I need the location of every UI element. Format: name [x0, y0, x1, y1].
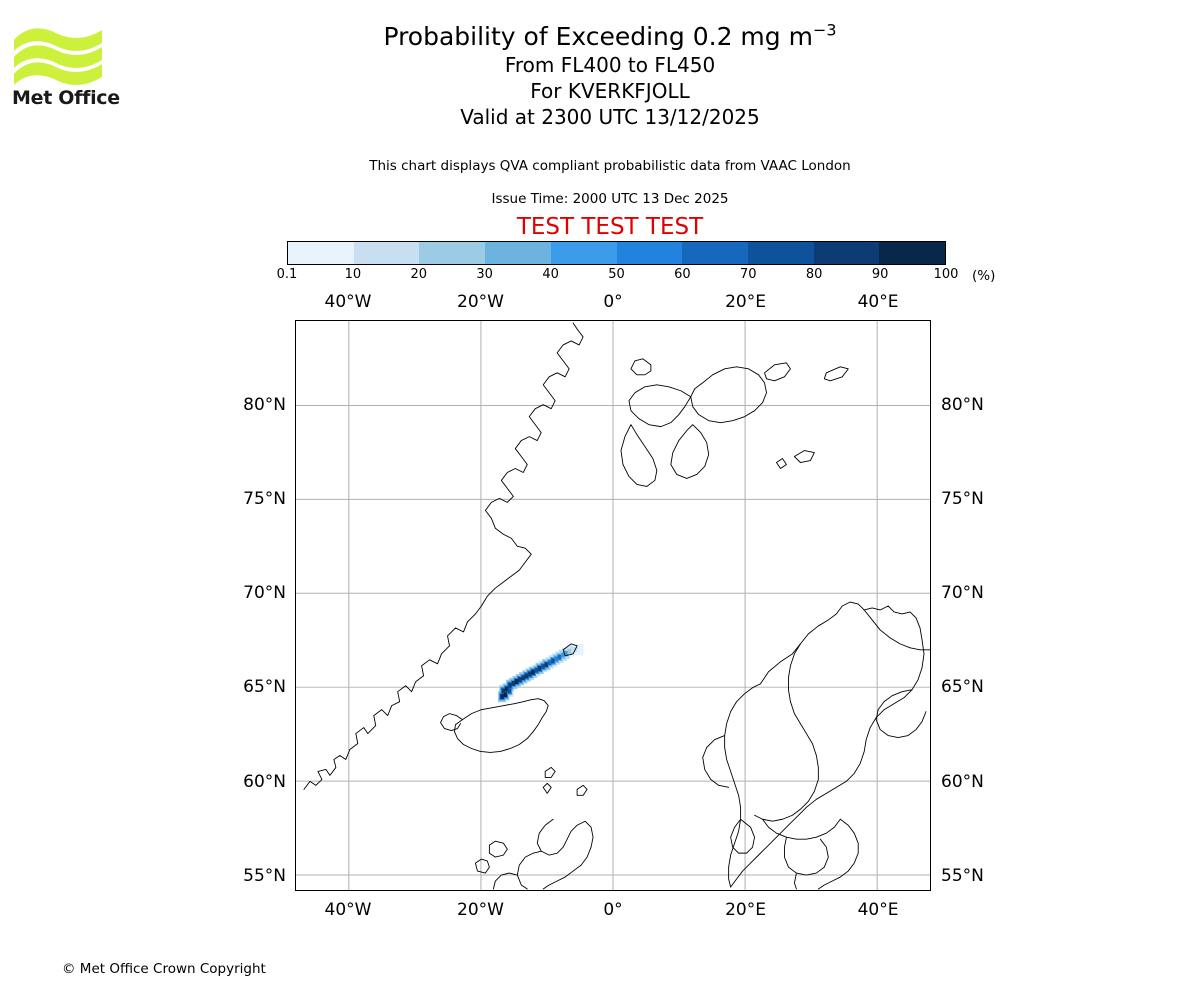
ash-cell-core — [531, 669, 535, 675]
met-office-logo-text: Met Office — [12, 87, 120, 109]
colorbar-tick-40: 40 — [542, 267, 559, 282]
axis-label-top-0: 0° — [603, 292, 623, 312]
colorbar-tick-10: 10 — [344, 267, 362, 282]
colorbar-bands — [287, 241, 946, 265]
page-title-text: Probability of Exceeding 0.2 mg m — [383, 22, 813, 51]
ash-cell-core — [564, 650, 568, 656]
ash-cell-core — [541, 664, 545, 669]
colorbar-tick-50: 50 — [608, 267, 625, 282]
axis-label-right-70: 70°N — [941, 583, 984, 604]
met-office-logo: Met Office — [12, 24, 122, 114]
axis-label-right-75: 75°N — [941, 489, 984, 510]
ash-cell-core — [514, 679, 519, 684]
map-gridlines — [296, 321, 930, 890]
ash-cell-core — [544, 662, 549, 668]
colorbar-tick-80: 80 — [805, 267, 823, 282]
page-title: Probability of Exceeding 0.2 mg m−3 — [160, 22, 1060, 52]
colorbar-tick-30: 30 — [476, 267, 493, 282]
axis-label-right-60: 60°N — [941, 771, 984, 792]
axis-label-right-80: 80°N — [941, 394, 984, 415]
ash-cell-core — [547, 660, 552, 666]
colorbar-band-6 — [682, 242, 748, 264]
ash-cell-core — [570, 647, 575, 653]
colorbar-tick-labels: 0.1 10 20 30 40 50 60 70 80 90 100 — [0, 267, 1200, 287]
ash-plume-layer — [497, 643, 584, 703]
ash-cell-core — [504, 686, 509, 692]
axis-label-bottom-40: 40°E — [857, 900, 899, 920]
ash-cell-core — [551, 658, 555, 664]
axis-label-right-65: 65°N — [941, 677, 984, 698]
ash-cell-core — [511, 680, 516, 686]
axis-label-left-80: 80°N — [243, 394, 286, 415]
colorbar-tick-0.1: 0.1 — [276, 267, 298, 282]
axis-label-left-60: 60°N — [243, 771, 286, 792]
ash-cell-core — [537, 665, 542, 671]
axis-label-bottom-0: 0° — [603, 900, 623, 920]
ash-cell-core — [500, 694, 504, 700]
ash-cell-core — [574, 647, 578, 653]
flight-level-subtitle: From FL400 to FL450 — [504, 53, 716, 77]
compliance-note: This chart displays QVA compliant probab… — [369, 158, 851, 174]
coastline-layer — [303, 322, 930, 890]
colorbar-band-9 — [879, 242, 946, 264]
axis-label-top--20: 20°W — [457, 292, 504, 312]
axis-label-left-55: 55°N — [243, 865, 286, 886]
axis-label-bottom-20: 20°E — [725, 900, 766, 920]
axis-label-left-70: 70°N — [243, 583, 286, 604]
volcano-subtitle: For KVERKFJOLL — [530, 79, 690, 103]
axis-label-right-55: 55°N — [941, 865, 984, 886]
page-title-exponent: −3 — [812, 20, 837, 40]
copyright-notice: © Met Office Crown Copyright — [62, 961, 266, 977]
colorbar-tick-20: 20 — [410, 267, 428, 282]
colorbar-band-3 — [485, 242, 551, 264]
ash-cell-core — [528, 671, 532, 677]
map-frame — [295, 320, 931, 891]
axis-label-top-20: 20°E — [725, 292, 766, 312]
colorbar-tick-100: 100 — [933, 267, 959, 282]
colorbar-tick-60: 60 — [674, 267, 691, 282]
issue-time-note: Issue Time: 2000 UTC 13 Dec 2025 — [491, 191, 729, 207]
map-plot-area — [295, 320, 931, 891]
axis-label-bottom--40: 40°W — [324, 900, 372, 920]
ash-cell-core — [521, 675, 525, 681]
ash-cell-core — [534, 667, 539, 673]
colorbar-unit-label: (%) — [972, 268, 996, 284]
colorbar-tick-90: 90 — [871, 267, 889, 282]
colorbar-band-1 — [353, 242, 420, 264]
map-canvas — [296, 321, 930, 890]
chart-notes-block: This chart displays QVA compliant probab… — [160, 156, 1060, 241]
colorbar-band-8 — [813, 242, 880, 264]
valid-time-subtitle: Valid at 2300 UTC 13/12/2025 — [460, 105, 760, 129]
colorbar-band-2 — [419, 242, 486, 264]
axis-label-top-40: 40°E — [857, 292, 899, 312]
ash-cell-core — [518, 677, 522, 683]
colorbar-band-7 — [747, 242, 814, 264]
colorbar-tick-70: 70 — [740, 267, 757, 282]
ash-cell-core — [561, 652, 565, 658]
axis-label-top--40: 40°W — [324, 292, 372, 312]
ash-cell-core — [567, 649, 572, 654]
axis-label-bottom--20: 20°W — [457, 900, 504, 920]
colorbar-band-4 — [550, 242, 617, 264]
ash-cell-core — [501, 688, 506, 694]
met-office-waves-logo-icon — [14, 28, 102, 85]
axis-label-left-65: 65°N — [243, 677, 286, 698]
ash-cell-core — [577, 647, 582, 653]
ash-cell-core — [508, 682, 512, 688]
ash-cell-core — [503, 692, 508, 698]
test-banner: TEST TEST TEST — [516, 214, 704, 240]
ash-cell-core — [524, 673, 529, 679]
ash-cell-core — [507, 688, 512, 694]
colorbar-band-5 — [616, 242, 683, 264]
chart-title-block: Probability of Exceeding 0.2 mg m−3 From… — [160, 22, 1060, 130]
axis-label-left-75: 75°N — [243, 489, 286, 510]
ash-cell-core — [557, 654, 562, 660]
colorbar-band-0 — [288, 242, 354, 264]
probability-colorbar — [287, 241, 946, 265]
ash-cell-core — [554, 656, 558, 662]
